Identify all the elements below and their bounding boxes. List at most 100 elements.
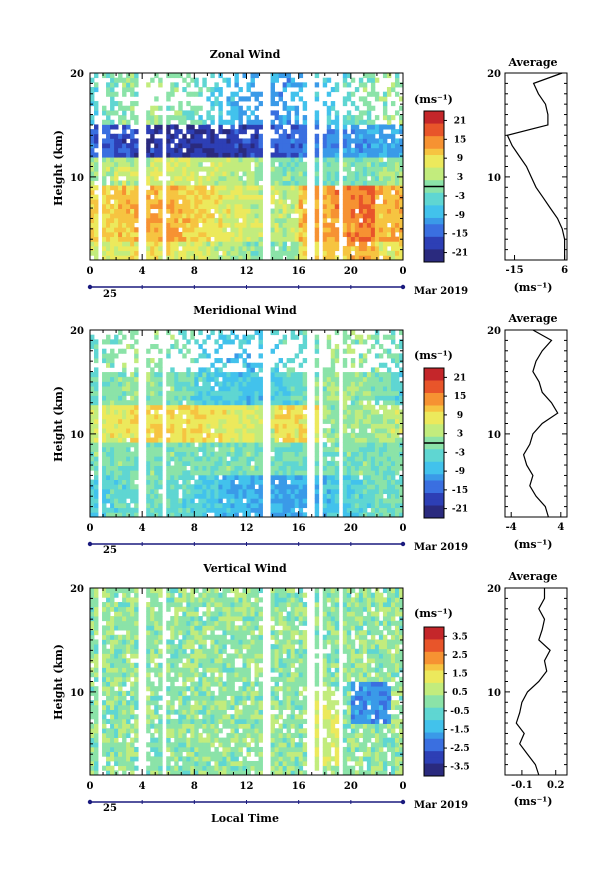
heatmap-cell <box>334 348 340 354</box>
heatmap-cell <box>302 344 308 350</box>
heatmap-cell <box>390 175 396 181</box>
heatmap-cell <box>350 189 356 195</box>
heatmap-cell <box>326 143 332 149</box>
heatmap-cell <box>350 330 356 336</box>
heatmap-cell <box>254 96 259 102</box>
heatmap-cell <box>190 105 195 111</box>
heatmap-cell <box>246 171 251 177</box>
heatmap-cell <box>130 175 135 181</box>
heatmap-cell <box>270 245 275 252</box>
heatmap-cell <box>222 129 227 135</box>
heatmap-cell <box>322 446 328 452</box>
heatmap-cell <box>122 446 127 452</box>
heatmap-cell <box>278 358 284 364</box>
heatmap-cell <box>286 157 292 163</box>
heatmap-cell <box>302 199 308 205</box>
heatmap-cell <box>270 390 275 396</box>
heatmap-cell <box>274 512 279 518</box>
heatmap-cell <box>150 157 155 163</box>
heatmap-cell <box>366 423 372 429</box>
heatmap-cell <box>194 77 199 83</box>
heatmap-cell <box>342 157 348 163</box>
heatmap-cell <box>246 339 251 345</box>
heatmap-cell <box>346 488 352 495</box>
heatmap-cell <box>158 390 163 396</box>
heatmap-cell <box>282 143 288 149</box>
heatmap-cell <box>246 166 251 172</box>
heatmap-cell <box>374 400 380 406</box>
heatmap-cell <box>214 222 219 228</box>
heatmap-cell <box>110 73 115 79</box>
colorbar-swatch <box>424 167 444 175</box>
heatmap-cell <box>390 451 396 457</box>
heatmap-cell <box>178 166 183 172</box>
heatmap-cell <box>242 409 247 415</box>
heatmap-cell <box>302 428 308 434</box>
heatmap-cell <box>126 241 131 247</box>
heatmap-cell <box>314 493 320 499</box>
heatmap-cell <box>374 203 380 209</box>
heatmap-cell <box>194 446 199 452</box>
heatmap-cell <box>178 376 183 382</box>
heatmap-cell <box>282 428 288 434</box>
heatmap-cell <box>342 381 348 387</box>
heatmap-cell <box>106 451 111 457</box>
heatmap-cell <box>382 96 388 102</box>
heatmap-cell <box>150 344 155 350</box>
heatmap-cell <box>102 714 107 720</box>
heatmap-cell <box>362 222 368 228</box>
heatmap-cell <box>346 442 352 448</box>
heatmap-cell <box>182 199 187 205</box>
heatmap-cell <box>282 138 288 144</box>
colorbar-tick-label: -3 <box>455 448 465 458</box>
heatmap-cell <box>254 502 259 509</box>
heatmap-cell <box>390 241 396 247</box>
heatmap-cell <box>114 157 119 163</box>
heatmap-cell <box>242 110 247 116</box>
heatmap-cell <box>250 395 255 401</box>
heatmap-cell <box>238 418 243 424</box>
heatmap-cell <box>322 213 328 219</box>
heatmap-cell <box>226 442 231 448</box>
colorbar-swatch <box>424 424 444 431</box>
heatmap-cell <box>298 386 304 392</box>
heatmap-cell <box>158 250 163 256</box>
heatmap-cell <box>298 512 304 518</box>
heatmap-cell <box>246 143 251 149</box>
heatmap-cell <box>206 110 211 116</box>
panel-title: Zonal Wind <box>210 48 281 61</box>
heatmap-cell <box>154 362 159 368</box>
heatmap-cell <box>158 381 163 387</box>
heatmap-cell <box>342 376 348 382</box>
heatmap-cell <box>194 185 199 191</box>
heatmap-cell <box>218 101 223 107</box>
heatmap-cell <box>118 133 123 139</box>
heatmap-cell <box>330 460 336 466</box>
heatmap-cell <box>150 456 155 462</box>
heatmap-cell <box>222 432 227 438</box>
heatmap-cell <box>118 330 123 336</box>
heatmap-cell <box>250 119 255 125</box>
heatmap-cell <box>282 171 288 177</box>
heatmap-cell <box>362 227 368 233</box>
heatmap-cell <box>130 255 135 261</box>
heatmap-cell <box>342 189 348 195</box>
heatmap-cell <box>130 484 135 490</box>
heatmap-cell <box>94 507 99 513</box>
heatmap-cell <box>374 157 380 163</box>
heatmap-cell <box>382 175 388 181</box>
heatmap-cell <box>146 189 151 195</box>
heatmap-cell <box>222 161 227 167</box>
heatmap-cell <box>90 428 95 434</box>
heatmap-cell <box>354 470 360 476</box>
heatmap-cell <box>206 381 211 387</box>
heatmap-cell <box>282 87 288 93</box>
heatmap-cell <box>182 395 187 401</box>
heatmap-cell <box>178 460 183 466</box>
heatmap-cell <box>314 147 320 153</box>
heatmap-cell <box>190 460 195 466</box>
heatmap-cell <box>290 451 296 457</box>
heatmap-cell <box>186 484 191 490</box>
heatmap-cell <box>354 432 360 438</box>
heatmap-cell <box>186 348 191 354</box>
